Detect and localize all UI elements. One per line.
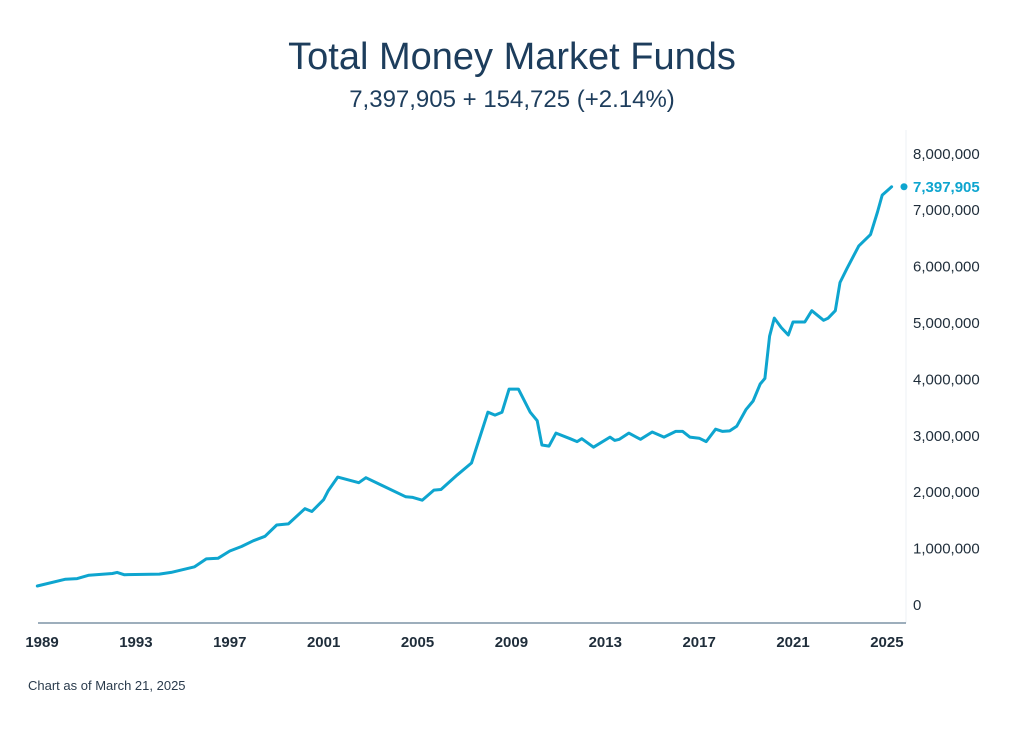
x-tick-label: 2005 xyxy=(401,634,434,651)
x-tick-label: 2017 xyxy=(682,634,715,651)
y-tick-label: 4,000,000 xyxy=(913,371,980,388)
y-tick-label: 3,000,000 xyxy=(913,428,980,445)
series-line xyxy=(35,185,894,588)
y-tick-label: 1,000,000 xyxy=(913,541,980,558)
x-tick-label: 1993 xyxy=(119,634,152,651)
x-tick-label: 2013 xyxy=(589,634,622,651)
chart-subtitle: 7,397,905 + 154,725 (+2.14%) xyxy=(349,86,675,113)
x-tick-label: 2009 xyxy=(495,634,528,651)
y-tick-label: 8,000,000 xyxy=(913,146,980,163)
x-tick-label: 2021 xyxy=(776,634,809,651)
chart-title: Total Money Market Funds xyxy=(288,36,736,78)
y-tick-label: 0 xyxy=(913,597,921,614)
y-tick-label: 6,000,000 xyxy=(913,259,980,276)
y-tick-label: 2,000,000 xyxy=(913,484,980,501)
last-value-marker xyxy=(900,183,908,191)
x-tick-label: 2025 xyxy=(870,634,903,651)
last-value-label: 7,397,905 xyxy=(913,179,980,196)
x-tick-label: 1989 xyxy=(25,634,58,651)
x-tick-label: 1997 xyxy=(213,634,246,651)
x-tick-label: 2001 xyxy=(307,634,340,651)
y-tick-label: 5,000,000 xyxy=(913,315,980,332)
y-tick-label: 7,000,000 xyxy=(913,202,980,219)
chart-date-note: Chart as of March 21, 2025 xyxy=(28,678,186,693)
